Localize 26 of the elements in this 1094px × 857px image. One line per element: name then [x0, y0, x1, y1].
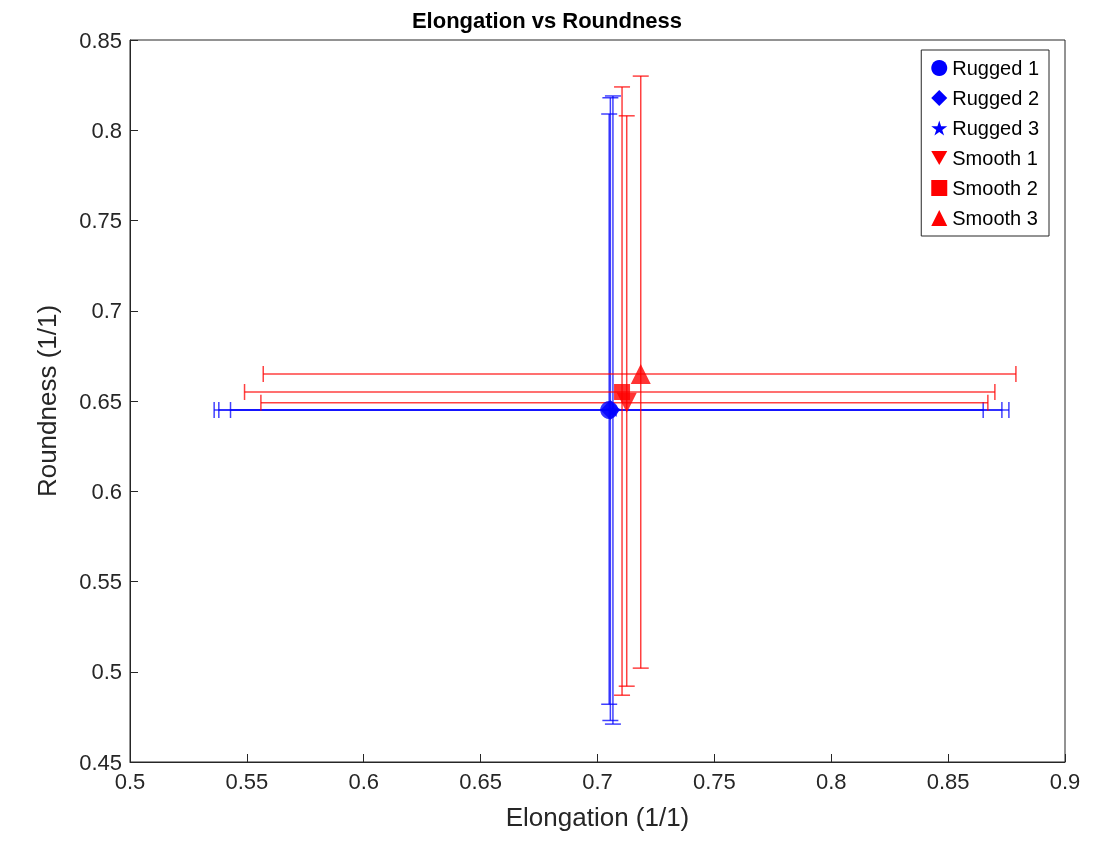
legend-label: Rugged 1 [952, 57, 1040, 79]
x-tick-label: 0.6 [348, 768, 380, 794]
chart-title: Elongation vs Roundness [411, 7, 683, 33]
x-axis-title: Elongation (1/1) [505, 802, 690, 832]
legend-label: Smooth 2 [952, 177, 1038, 199]
x-tick-label: 0.9 [1049, 768, 1081, 794]
legend-label: Smooth 3 [952, 207, 1038, 229]
x-tick-label: 0.55 [225, 768, 269, 794]
x-tick-label: 0.8 [815, 768, 847, 794]
legend-label: Smooth 1 [952, 147, 1038, 169]
y-tick-label: 0.75 [79, 208, 122, 233]
y-tick-label: 0.5 [91, 659, 122, 685]
x-tick-label: 0.75 [692, 768, 736, 794]
x-tick-label: 0.65 [459, 768, 503, 794]
y-tick-label: 0.8 [91, 117, 122, 143]
y-tick-label: 0.7 [91, 298, 122, 324]
y-tick-label: 0.65 [79, 388, 122, 414]
x-tick-label: 0.7 [582, 768, 613, 794]
legend-label: Rugged 2 [952, 87, 1040, 109]
y-tick-label: 0.45 [79, 749, 122, 775]
y-tick-label: 0.85 [79, 27, 122, 53]
y-axis-title: Roundness (1/1) [32, 304, 62, 498]
x-tick-label: 0.85 [926, 768, 970, 794]
y-tick-label: 0.6 [91, 478, 122, 504]
y-tick-label: 0.55 [79, 569, 122, 594]
legend-label: Rugged 3 [952, 117, 1040, 139]
